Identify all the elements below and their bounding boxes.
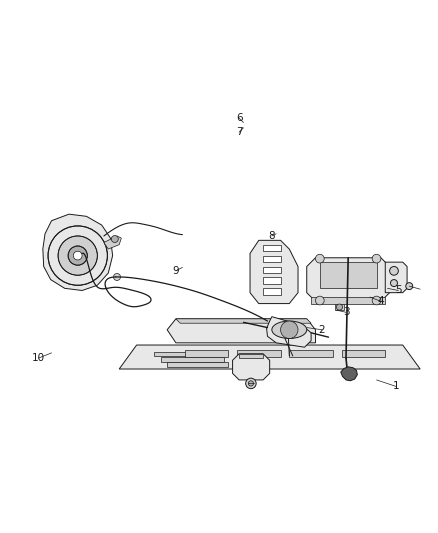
Text: 7: 7 [235, 127, 242, 137]
Circle shape [315, 296, 323, 305]
Polygon shape [119, 345, 419, 369]
Polygon shape [167, 362, 228, 367]
Circle shape [73, 251, 82, 260]
Polygon shape [154, 352, 219, 356]
Circle shape [390, 280, 396, 287]
Polygon shape [319, 262, 376, 288]
Text: 10: 10 [32, 353, 45, 363]
Polygon shape [176, 319, 311, 323]
Polygon shape [167, 319, 315, 343]
Polygon shape [306, 258, 389, 301]
Polygon shape [43, 214, 113, 290]
Polygon shape [266, 317, 311, 347]
Polygon shape [160, 357, 223, 361]
Circle shape [48, 226, 107, 285]
Text: 3: 3 [342, 308, 349, 317]
Polygon shape [237, 359, 254, 367]
Circle shape [245, 378, 255, 389]
Circle shape [389, 266, 397, 275]
Polygon shape [289, 350, 332, 357]
Circle shape [315, 254, 323, 263]
Text: 4: 4 [377, 296, 383, 306]
Circle shape [336, 304, 342, 310]
Text: 1: 1 [392, 382, 399, 391]
Text: 8: 8 [268, 231, 275, 241]
Text: 2: 2 [318, 325, 325, 335]
Circle shape [111, 236, 118, 243]
Polygon shape [104, 236, 121, 249]
Ellipse shape [271, 321, 306, 338]
Polygon shape [262, 288, 280, 295]
Text: 9: 9 [172, 266, 179, 276]
Circle shape [68, 246, 87, 265]
Circle shape [248, 381, 253, 386]
Text: 6: 6 [235, 113, 242, 123]
Polygon shape [262, 266, 280, 273]
Polygon shape [262, 245, 280, 251]
Polygon shape [262, 277, 280, 284]
Polygon shape [311, 297, 385, 304]
Polygon shape [184, 350, 228, 357]
Polygon shape [340, 367, 357, 381]
Polygon shape [237, 350, 280, 357]
Circle shape [280, 321, 297, 338]
Polygon shape [385, 262, 406, 293]
Text: 5: 5 [394, 286, 401, 295]
Polygon shape [334, 304, 343, 310]
Circle shape [371, 296, 380, 305]
Polygon shape [341, 350, 385, 357]
Polygon shape [262, 256, 280, 262]
Circle shape [405, 282, 412, 289]
Polygon shape [239, 354, 262, 358]
Circle shape [113, 273, 120, 280]
Polygon shape [250, 240, 297, 304]
Circle shape [371, 254, 380, 263]
Polygon shape [232, 354, 269, 380]
Circle shape [58, 236, 97, 275]
